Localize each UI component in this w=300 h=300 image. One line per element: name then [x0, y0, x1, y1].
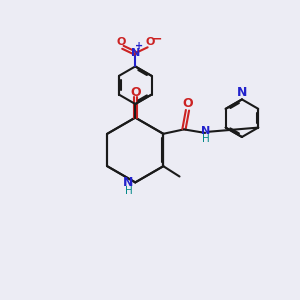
- Text: O: O: [183, 97, 194, 110]
- Text: N: N: [122, 176, 133, 190]
- Text: −: −: [151, 33, 162, 46]
- Text: N: N: [201, 126, 211, 136]
- Text: N: N: [131, 48, 140, 58]
- Text: +: +: [135, 41, 143, 51]
- Text: H: H: [125, 186, 133, 196]
- Text: N: N: [237, 86, 247, 99]
- Text: O: O: [145, 37, 154, 47]
- Text: O: O: [130, 86, 141, 99]
- Text: O: O: [116, 37, 125, 47]
- Text: H: H: [202, 134, 210, 144]
